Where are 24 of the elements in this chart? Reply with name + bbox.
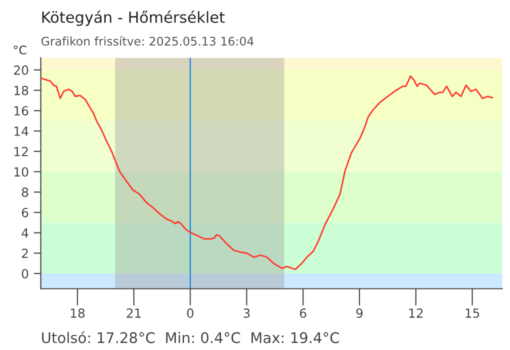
x-tick-label: 15 [466, 308, 480, 318]
y-tick-label: 20 [14, 65, 28, 75]
x-tick-label: 12 [409, 308, 423, 318]
y-tick-label: 6 [22, 208, 28, 218]
y-tick-label: 0 [22, 268, 28, 278]
x-tick-label: 0 [187, 308, 194, 318]
y-tick-label: 4 [22, 228, 28, 238]
x-tick-label: 18 [70, 308, 85, 318]
x-tick-label: 9 [356, 308, 363, 318]
y-tick-label: 8 [22, 188, 28, 198]
x-tick-label: 6 [300, 308, 306, 318]
y-tick-label: 18 [14, 86, 28, 96]
line-series [40, 75, 494, 270]
y-axis-title: °C [14, 45, 26, 54]
y-tick-label: 16 [14, 106, 28, 116]
chart-subtitle: Grafikon frissítve: 2025.05.13 16:04 [41, 36, 254, 46]
y-tick-label: 10 [14, 167, 28, 177]
y-tick-label: 12 [14, 146, 28, 156]
x-tick-label: 3 [244, 308, 250, 318]
y-tick-label: 14 [14, 126, 28, 136]
y-tick-label: 2 [22, 248, 28, 258]
x-tick-label: 21 [126, 308, 141, 318]
chart-title: Kötegyán - Hőmérséklet [42, 10, 225, 26]
text: Utolsó: 17.28°C Min: 0.4°C Max: 19.4°C [42, 331, 339, 344]
